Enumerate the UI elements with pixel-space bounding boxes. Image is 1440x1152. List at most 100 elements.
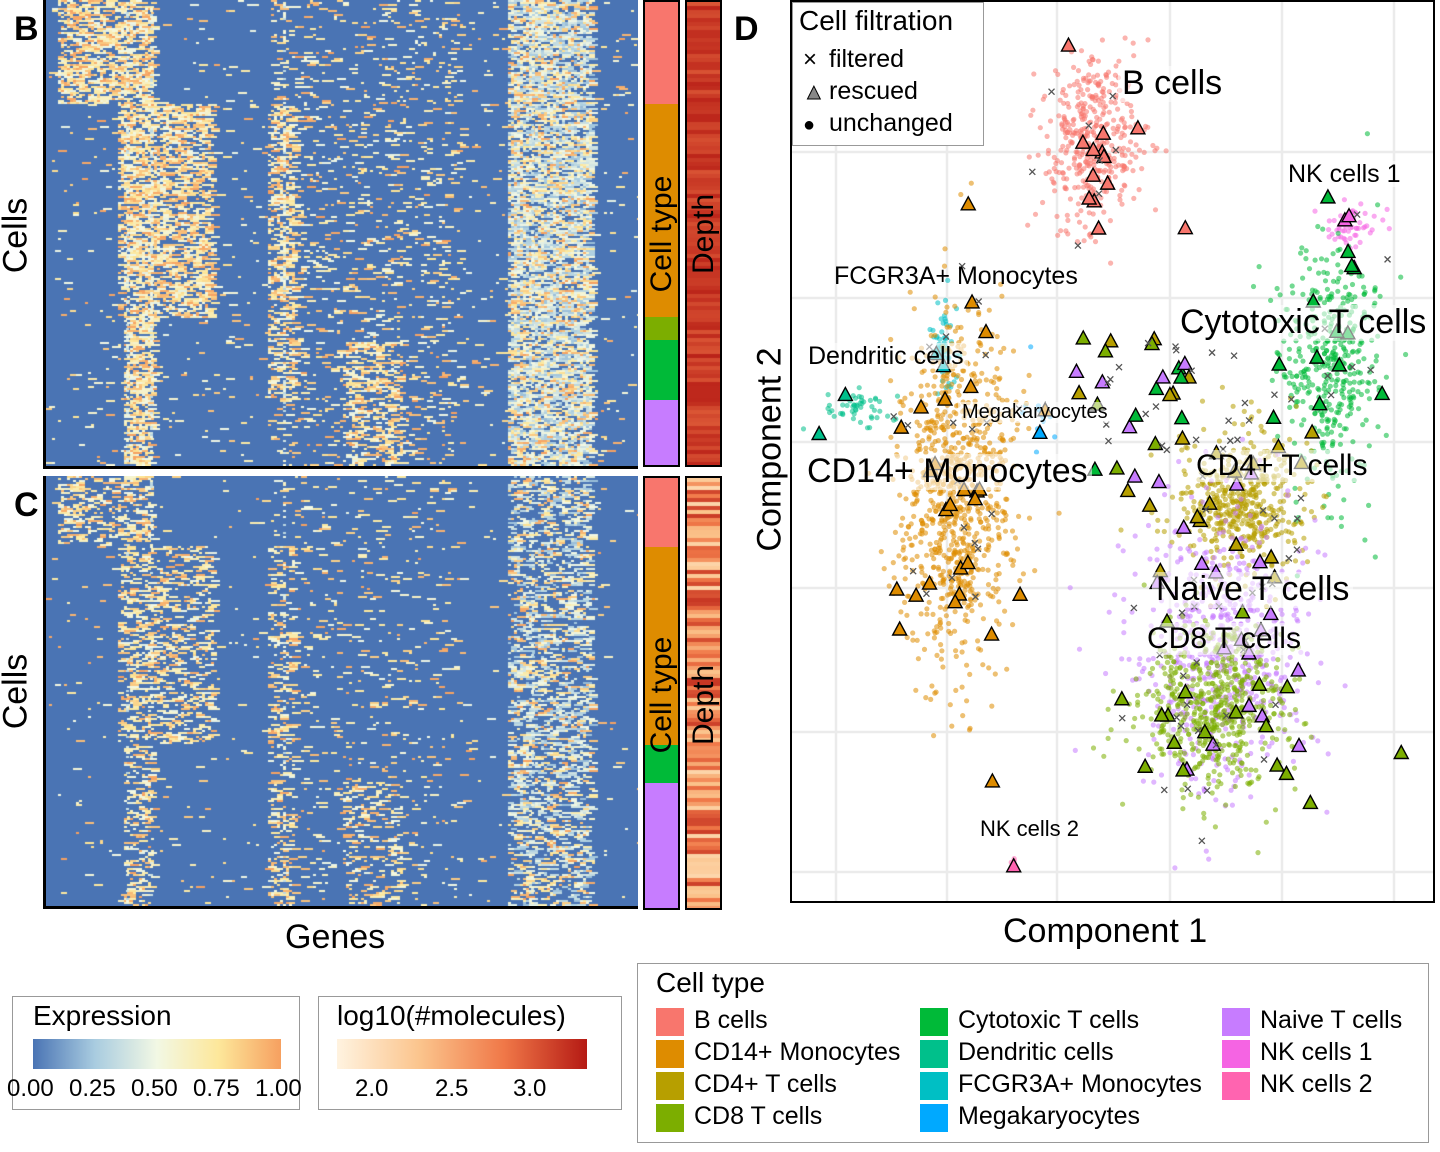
scatter-point <box>1110 688 1116 694</box>
scatter-point <box>1195 483 1201 489</box>
scatter-point <box>1269 735 1276 741</box>
scatter-point <box>1268 526 1274 533</box>
rescued-triangle-marker <box>1308 348 1326 364</box>
scatter-point <box>997 435 1003 441</box>
scatter-point <box>1008 437 1014 443</box>
scatter-point <box>910 637 916 643</box>
filtered-x-marker <box>1104 379 1112 387</box>
scatter-point <box>931 733 937 739</box>
scatter-point <box>1197 737 1203 743</box>
scatter-point <box>1299 374 1306 381</box>
scatter-point <box>1286 735 1292 741</box>
scatter-point <box>1190 504 1196 510</box>
scatter-point <box>1191 543 1197 549</box>
scatter-point <box>1090 745 1097 751</box>
scatter-point <box>969 372 975 378</box>
scatter-point <box>1183 667 1189 673</box>
filtered-x-marker <box>1096 157 1104 164</box>
scatter-point <box>1305 390 1311 396</box>
scatter-point <box>950 495 956 501</box>
scatter-point <box>921 427 927 433</box>
scatter-point <box>961 600 967 606</box>
filtered-x-marker <box>948 574 956 582</box>
rescued-triangle-marker <box>977 323 995 339</box>
scatter-point <box>1250 713 1256 719</box>
scatter-point <box>1031 71 1037 77</box>
filtered-x-marker <box>942 333 950 341</box>
scatter-point <box>1082 101 1088 107</box>
scatter-point <box>1216 488 1222 494</box>
scatter-point <box>1274 349 1280 356</box>
scatter-point <box>955 574 962 580</box>
scatter-point <box>1294 717 1300 723</box>
scatter-point <box>1337 422 1343 428</box>
scatter-point <box>1185 510 1191 516</box>
scatter-point <box>1028 344 1034 350</box>
scatter-point <box>1372 288 1378 294</box>
scatter-point <box>969 430 975 436</box>
scatter-point <box>1139 668 1145 675</box>
cluster-label-dendritic-cells: Dendritic cells <box>804 343 968 369</box>
scatter-point <box>1335 377 1341 383</box>
rescued-triangle-marker <box>1099 174 1116 190</box>
scatter-point <box>907 536 913 542</box>
rescued-triangle-marker <box>1070 384 1088 400</box>
scatter-point <box>1051 180 1057 186</box>
scatter-point <box>1075 201 1081 207</box>
scatter-point <box>1287 436 1293 442</box>
scatter-point <box>1338 523 1344 530</box>
scatter-point <box>1197 537 1203 543</box>
scatter-point <box>932 690 938 696</box>
scatter-point <box>873 396 879 402</box>
scatter-point <box>901 544 907 550</box>
scatter-point <box>902 555 909 561</box>
filtered-x-marker <box>1194 727 1202 735</box>
scatter-point <box>1197 528 1203 534</box>
scatter-point <box>1001 345 1007 351</box>
scatter-point <box>993 577 999 583</box>
scatter-point <box>1209 560 1215 566</box>
legend-label: NK cells 2 <box>1260 1070 1373 1098</box>
filtered-x-marker <box>949 419 957 427</box>
scatter-point <box>942 246 948 252</box>
heatmap-c-celltype-strip: Cell type <box>643 476 680 910</box>
scatter-point <box>935 564 942 571</box>
scatter-point <box>1174 686 1180 692</box>
scatter-point <box>1111 131 1117 137</box>
filtration-unchanged-item: ● unchanged <box>803 109 953 138</box>
scatter-point <box>1176 752 1182 758</box>
filtered-x-marker <box>960 524 968 531</box>
scatter-point <box>890 560 896 566</box>
scatter-point <box>1375 202 1381 208</box>
rescued-triangle-marker <box>1148 379 1165 396</box>
scatter-point <box>1237 549 1243 556</box>
scatter-point <box>1122 183 1128 189</box>
scatter-point <box>1153 682 1159 688</box>
scatter-point <box>1271 480 1277 486</box>
scatter-point <box>944 383 950 389</box>
scatter-point <box>1222 496 1228 503</box>
scatter-point <box>1156 691 1162 697</box>
scatter-point <box>981 552 987 559</box>
celltype-block-cd14-monocytes <box>645 546 678 746</box>
scatter-point <box>1291 765 1298 771</box>
scatter-point <box>1239 436 1246 442</box>
scatter-point <box>1071 116 1077 122</box>
scatter-point <box>1236 560 1243 567</box>
scatter-point <box>1240 729 1246 736</box>
scatter-point <box>1171 726 1177 732</box>
scatter-point <box>1258 739 1264 745</box>
scatter-point <box>1117 197 1123 203</box>
scatter-point <box>1227 566 1233 572</box>
scatter-point <box>1334 371 1340 377</box>
legend-swatch <box>920 1040 948 1068</box>
scatter-point <box>983 500 989 506</box>
scatter-point <box>947 413 953 419</box>
scatter-point <box>1206 665 1212 671</box>
scatter-point <box>1000 518 1006 524</box>
scatter-point <box>952 609 958 615</box>
scatter-point <box>1130 724 1136 730</box>
scatter-point <box>1167 543 1173 549</box>
scatter-point <box>935 503 941 509</box>
scatter-point <box>996 599 1002 605</box>
